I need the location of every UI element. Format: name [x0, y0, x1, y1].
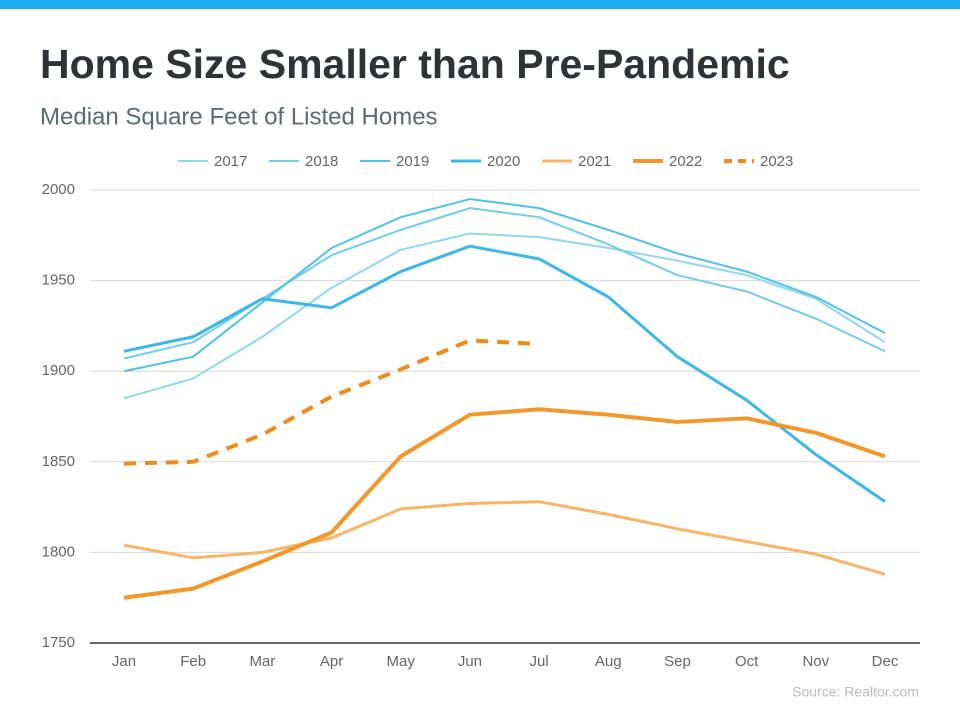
x-tick-label: Aug — [595, 653, 622, 670]
x-tick-label: Jun — [458, 653, 482, 670]
x-tick-label: Dec — [872, 653, 899, 670]
legend-label: 2017 — [214, 153, 247, 170]
line-series — [123, 198, 886, 373]
x-tick-label: May — [387, 653, 416, 670]
y-tick-label: 1750 — [42, 634, 75, 651]
chart-title: Home Size Smaller than Pre-Pandemic — [40, 41, 790, 87]
line-series — [123, 232, 886, 400]
y-tick-label: 1850 — [42, 453, 75, 470]
x-tick-label: Apr — [320, 653, 343, 670]
x-tick-label: Oct — [735, 653, 759, 670]
x-tick-label: Feb — [180, 653, 206, 670]
legend-label: 2019 — [396, 153, 429, 170]
legend-label: 2021 — [578, 153, 611, 170]
line-series — [123, 407, 886, 600]
legend-label: 2018 — [305, 153, 338, 170]
line-series — [123, 244, 886, 503]
chart-subtitle: Median Square Feet of Listed Homes — [40, 103, 438, 130]
source: Source: Realtor.com — [792, 684, 919, 700]
legend-label: 2022 — [669, 153, 702, 170]
y-tick-label: 2000 — [42, 181, 75, 198]
x-tick-label: Mar — [249, 653, 275, 670]
y-tick-label: 1900 — [42, 362, 75, 379]
legend-label: 2020 — [487, 153, 520, 170]
x-tick-label: Jan — [112, 653, 136, 670]
legend-label: 2023 — [760, 153, 793, 170]
y-tick-label: 1950 — [42, 272, 75, 289]
y-tick-label: 1800 — [42, 543, 75, 560]
x-tick-label: Jul — [529, 653, 548, 670]
x-tick-label: Nov — [802, 653, 829, 670]
line-series — [123, 338, 540, 466]
top-bar — [0, 0, 960, 9]
line-series — [123, 500, 886, 576]
x-tick-label: Sep — [664, 653, 691, 670]
